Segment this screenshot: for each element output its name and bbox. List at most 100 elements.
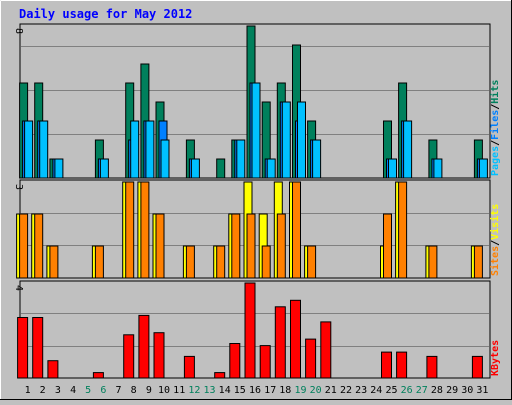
bar-kbytes-day-15 <box>229 343 241 379</box>
bar-kbytes-day-19 <box>290 299 301 379</box>
legend-hits-files-pages: Pages/Files/Hits <box>489 80 501 176</box>
x-tick-label-day-17: 17 <box>264 385 276 396</box>
x-tick-label-day-22: 22 <box>340 385 352 396</box>
bar-kbytes-day-12 <box>183 355 195 379</box>
x-tick-label-day-4: 4 <box>70 385 76 396</box>
bar-sites-day-31 <box>473 245 483 279</box>
max-label-hits-files-pages: 8 <box>13 28 24 34</box>
x-tick-label-day-10: 10 <box>158 385 170 396</box>
bar-pages-day-12 <box>190 158 200 179</box>
bar-sites-day-16 <box>246 213 256 279</box>
bar-kbytes-day-9 <box>138 314 150 379</box>
bar-pages-day-1 <box>24 120 34 179</box>
x-tick-label-day-29: 29 <box>446 385 458 396</box>
bar-sites-day-8 <box>125 181 135 279</box>
bar-sites-day-2 <box>34 213 44 279</box>
bar-kbytes-day-17 <box>259 345 271 379</box>
x-tick-label-day-27: 27 <box>416 385 428 396</box>
bar-sites-day-25 <box>383 213 392 279</box>
x-tick-label-day-14: 14 <box>219 385 231 396</box>
bar-kbytes-day-31 <box>471 355 483 379</box>
legend-item-kbytes: KBytes <box>490 340 501 376</box>
x-tick-label-day-1: 1 <box>25 385 31 396</box>
bar-kbytes-day-25 <box>381 351 392 379</box>
legend-kbytes: KBytes <box>490 340 501 376</box>
bar-kbytes-day-26 <box>396 351 408 379</box>
bar-pages-day-2 <box>39 120 49 179</box>
x-tick-label-day-15: 15 <box>234 385 246 396</box>
x-tick-label-day-21: 21 <box>325 385 337 396</box>
bar-sites-day-19 <box>292 181 301 279</box>
bar-pages-day-8 <box>130 120 140 179</box>
x-tick-label-day-20: 20 <box>310 385 322 396</box>
bar-kbytes-day-10 <box>153 332 165 379</box>
bar-kbytes-day-2 <box>32 317 44 379</box>
x-tick-label-day-7: 7 <box>115 385 121 396</box>
legend-item-sites: Sites <box>489 246 501 276</box>
x-tick-label-day-28: 28 <box>431 385 443 396</box>
x-tick-label-day-25: 25 <box>385 385 397 396</box>
bar-sites-day-18 <box>276 213 286 279</box>
bar-pages-day-3 <box>54 158 64 179</box>
bar-sites-day-6 <box>94 245 104 279</box>
x-tick-label-day-26: 26 <box>401 385 413 396</box>
bar-pages-day-25 <box>388 158 397 179</box>
bar-kbytes-day-16 <box>244 282 256 379</box>
x-tick-label-day-23: 23 <box>355 385 367 396</box>
bar-pages-day-15 <box>236 139 246 179</box>
bar-kbytes-day-20 <box>305 338 317 379</box>
legend-item-pages: Pages <box>490 146 501 176</box>
bar-hits-day-14 <box>216 158 226 179</box>
bar-pages-day-20 <box>312 139 322 179</box>
legend-item-separator: / <box>490 140 501 146</box>
x-tick-label-day-24: 24 <box>370 385 382 396</box>
bar-sites-day-9 <box>140 181 150 279</box>
bar-kbytes-day-18 <box>274 306 286 379</box>
bar-pages-day-17 <box>266 158 276 179</box>
bar-pages-day-28 <box>433 158 443 179</box>
legend-item-separator: / <box>490 240 501 246</box>
bar-sites-day-17 <box>261 245 271 279</box>
x-tick-label-day-19: 19 <box>294 385 306 396</box>
x-tick-label-day-2: 2 <box>40 385 46 396</box>
bar-kbytes-day-14 <box>214 372 226 379</box>
x-tick-label-day-3: 3 <box>55 385 61 396</box>
bar-kbytes-day-3 <box>47 360 59 379</box>
legend-item-hits: Hits <box>489 80 501 104</box>
x-tick-label-day-8: 8 <box>131 385 137 396</box>
bar-kbytes-day-21 <box>320 321 332 379</box>
bar-kbytes-day-1 <box>17 317 29 379</box>
legend-item-separator: / <box>490 104 501 110</box>
x-tick-label-day-11: 11 <box>173 385 185 396</box>
bar-sites-day-12 <box>185 245 195 279</box>
x-tick-label-day-30: 30 <box>461 385 473 396</box>
bar-kbytes-day-28 <box>426 355 438 379</box>
bar-pages-day-16 <box>251 82 261 179</box>
bar-sites-day-3 <box>49 245 59 279</box>
bar-sites-day-20 <box>307 245 317 279</box>
legend-item-visits: Visits <box>489 204 501 240</box>
x-tick-label-day-31: 31 <box>476 385 488 396</box>
bar-pages-day-10 <box>160 139 170 179</box>
bar-sites-day-14 <box>216 245 226 279</box>
max-label-kbytes: 4 <box>13 285 24 291</box>
max-label-visits-sites: 3 <box>13 184 24 190</box>
legend-visits-sites: Sites/Visits <box>489 204 501 276</box>
bar-pages-day-18 <box>281 101 291 179</box>
bar-sites-day-1 <box>19 213 29 279</box>
bar-pages-day-26 <box>403 120 413 179</box>
bar-pages-day-19 <box>297 101 306 179</box>
bar-sites-day-28 <box>428 245 438 279</box>
legend-item-files: Files <box>489 110 501 140</box>
bar-pages-day-6 <box>99 158 109 179</box>
bar-sites-day-15 <box>231 213 241 279</box>
bar-pages-day-31 <box>478 158 488 179</box>
chart-title: Daily usage for May 2012 <box>19 7 192 21</box>
bar-sites-day-10 <box>155 213 165 279</box>
x-tick-label-day-9: 9 <box>146 385 152 396</box>
bar-sites-day-26 <box>398 181 408 279</box>
x-tick-label-day-12: 12 <box>188 385 200 396</box>
